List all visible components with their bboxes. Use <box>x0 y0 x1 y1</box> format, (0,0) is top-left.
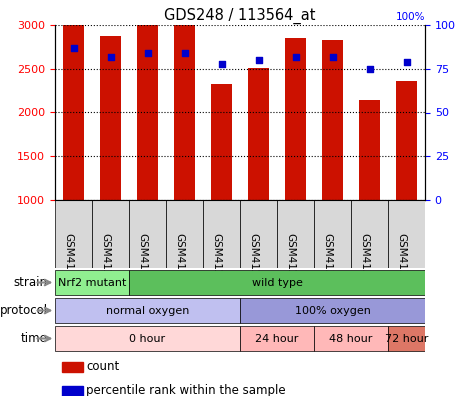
Point <box>107 53 114 60</box>
Bar <box>63 0 84 200</box>
FancyBboxPatch shape <box>351 200 388 268</box>
FancyBboxPatch shape <box>388 326 425 352</box>
FancyBboxPatch shape <box>92 200 129 268</box>
Bar <box>286 38 306 200</box>
Bar <box>62 386 83 396</box>
FancyBboxPatch shape <box>277 200 314 268</box>
FancyBboxPatch shape <box>55 326 240 352</box>
FancyBboxPatch shape <box>240 326 314 352</box>
FancyBboxPatch shape <box>388 200 425 268</box>
Title: GDS248 / 113564_at: GDS248 / 113564_at <box>164 8 316 24</box>
Text: normal oxygen: normal oxygen <box>106 305 189 316</box>
Bar <box>62 362 83 372</box>
Text: 48 hour: 48 hour <box>329 333 372 343</box>
FancyBboxPatch shape <box>129 200 166 268</box>
Text: GSM4120: GSM4120 <box>100 232 111 283</box>
Text: Nrf2 mutant: Nrf2 mutant <box>58 278 126 287</box>
FancyBboxPatch shape <box>55 270 129 295</box>
Text: count: count <box>86 360 120 373</box>
Text: GSM4117: GSM4117 <box>64 232 73 283</box>
Bar <box>396 81 417 200</box>
Point <box>144 50 151 56</box>
Text: GSM4125: GSM4125 <box>248 232 259 283</box>
FancyBboxPatch shape <box>203 200 240 268</box>
Bar <box>322 40 343 200</box>
Text: percentile rank within the sample: percentile rank within the sample <box>86 385 286 396</box>
Point <box>218 60 225 67</box>
Text: 0 hour: 0 hour <box>129 333 166 343</box>
FancyBboxPatch shape <box>55 297 240 324</box>
FancyBboxPatch shape <box>240 297 425 324</box>
Text: strain: strain <box>13 276 47 289</box>
FancyBboxPatch shape <box>240 200 277 268</box>
FancyBboxPatch shape <box>166 200 203 268</box>
FancyBboxPatch shape <box>314 326 388 352</box>
Bar <box>174 10 195 200</box>
Point <box>255 57 262 63</box>
Point <box>70 45 77 51</box>
Text: 100% oxygen: 100% oxygen <box>294 305 371 316</box>
Point <box>292 53 299 60</box>
FancyBboxPatch shape <box>314 200 351 268</box>
Text: GSM4128: GSM4128 <box>286 232 295 283</box>
Text: 72 hour: 72 hour <box>385 333 428 343</box>
Text: GSM4134: GSM4134 <box>359 232 370 283</box>
Point <box>181 50 188 56</box>
Text: 100%: 100% <box>396 12 425 23</box>
Bar <box>137 17 158 200</box>
FancyBboxPatch shape <box>55 200 92 268</box>
Bar <box>100 36 121 200</box>
Text: 24 hour: 24 hour <box>255 333 299 343</box>
Text: GSM4115: GSM4115 <box>174 232 185 283</box>
Point <box>366 66 373 72</box>
Text: time: time <box>21 332 47 345</box>
Point <box>403 59 410 65</box>
FancyBboxPatch shape <box>129 270 425 295</box>
Text: wild type: wild type <box>252 278 302 287</box>
Point <box>329 53 336 60</box>
Text: protocol: protocol <box>0 304 47 317</box>
Bar <box>248 68 269 200</box>
Text: GSM4131: GSM4131 <box>323 232 332 283</box>
Bar <box>359 100 380 200</box>
Text: GSM4137: GSM4137 <box>397 232 406 283</box>
Text: GSM4122: GSM4122 <box>212 232 221 283</box>
Bar <box>211 84 232 200</box>
Text: GSM4112: GSM4112 <box>138 232 147 283</box>
